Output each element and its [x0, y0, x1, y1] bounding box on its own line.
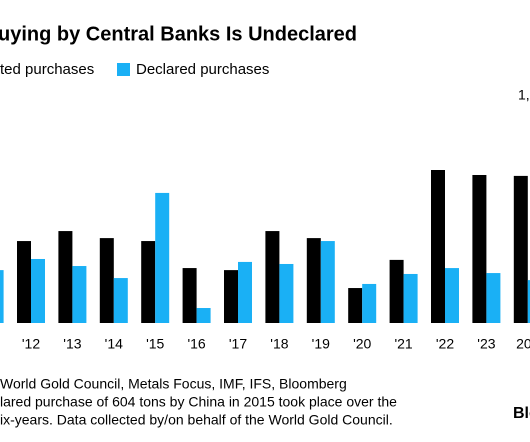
chart-title: uying by Central Banks Is Undeclared	[0, 23, 357, 45]
bar	[99, 238, 114, 323]
legend-label: Declared purchases	[136, 61, 269, 78]
x-tick-label: '14	[105, 336, 123, 352]
bar	[265, 231, 280, 323]
bar	[72, 266, 87, 323]
bar	[141, 241, 156, 323]
bar	[362, 283, 377, 323]
bar	[31, 258, 45, 323]
bar	[155, 192, 170, 323]
bar	[224, 270, 238, 323]
footnote: World Gold Council, Metals Focus, IMF, I…	[0, 376, 347, 392]
bar	[182, 268, 197, 323]
bar	[113, 278, 128, 323]
bar	[389, 259, 404, 323]
bar	[17, 241, 31, 323]
bar	[0, 270, 4, 323]
bar	[196, 308, 211, 323]
bar	[513, 175, 528, 323]
x-tick-label: '23	[477, 336, 495, 352]
x-tick-label: '22	[436, 336, 454, 352]
brand: Blo	[513, 405, 530, 422]
bar	[403, 273, 418, 323]
bar	[279, 263, 294, 323]
legend-swatch	[117, 63, 130, 76]
bar	[527, 280, 530, 323]
footnote: lared purchase of 604 tons by China in 2…	[0, 394, 397, 410]
bar	[348, 288, 363, 323]
x-tick-label: '12	[22, 336, 40, 352]
bar	[486, 273, 501, 323]
x-tick-label: '16	[187, 336, 205, 352]
x-tick-label: '19	[312, 336, 330, 352]
bar	[472, 174, 487, 323]
footnote: ix-years. Data collected by/on behalf of…	[0, 412, 393, 428]
x-tick-label: 202	[516, 336, 530, 352]
bar	[58, 231, 73, 323]
x-tick-label: '20	[353, 336, 371, 352]
bar	[320, 241, 335, 323]
x-tick-label: '21	[394, 336, 412, 352]
x-tick-label: '17	[229, 336, 247, 352]
bar	[238, 261, 252, 323]
x-tick-label: '18	[270, 336, 288, 352]
bar	[306, 238, 321, 323]
y-tick-label: 1,	[518, 87, 530, 103]
x-tick-label: '13	[63, 336, 81, 352]
legend-label: ted purchases	[0, 61, 94, 78]
bar	[445, 268, 459, 323]
x-tick-label: '15	[146, 336, 164, 352]
bar	[431, 170, 445, 323]
